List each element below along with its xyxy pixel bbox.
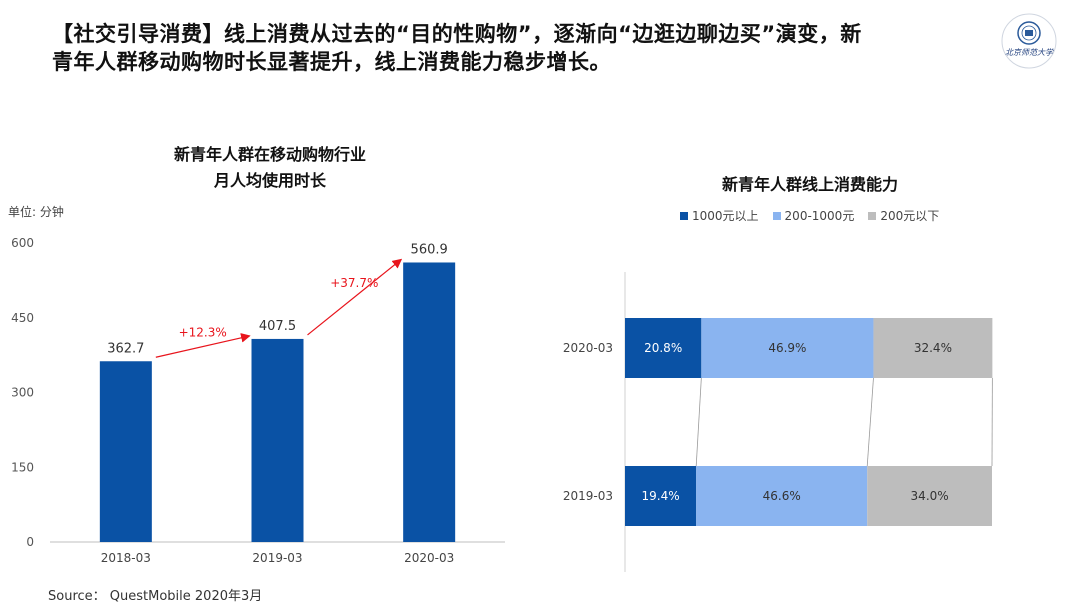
bar-2020-03 bbox=[403, 262, 456, 542]
university-logo: 北京师范大学 bbox=[1000, 12, 1058, 70]
segment-label: 34.0% bbox=[911, 489, 949, 503]
x-tick-label: 2018-03 bbox=[101, 551, 151, 565]
segment-label: 20.8% bbox=[644, 341, 682, 355]
segment-label: 46.6% bbox=[763, 489, 801, 503]
segment-200-1000元-2019-03 bbox=[696, 466, 868, 526]
segment-200元以下-2019-03 bbox=[867, 466, 992, 526]
unit-label: 单位: 分钟 bbox=[8, 205, 64, 219]
legend-item: 200元以下 bbox=[868, 207, 939, 224]
legend-swatch bbox=[868, 211, 877, 220]
bar-value-label: 407.5 bbox=[259, 319, 296, 334]
chart-legend: 1000元以上 200-1000元 200元以下 bbox=[680, 207, 939, 224]
y-tick-label: 150 bbox=[11, 460, 34, 474]
x-tick-label: 2019-03 bbox=[252, 551, 302, 565]
legend-label: 200元以下 bbox=[880, 209, 940, 223]
segment-200-1000元-2020-03 bbox=[701, 318, 874, 378]
legend-swatch bbox=[772, 211, 781, 220]
title-line-2: 青年人群移动购物时长显著提升，线上消费能力稳步增长。 bbox=[52, 50, 611, 74]
growth-arrow bbox=[155, 333, 251, 358]
title-line-1: 【社交引导消费】线上消费从过去的“目的性购物”，逐渐向“边逛边聊边买”演变，新 bbox=[52, 22, 862, 46]
legend-swatch bbox=[680, 211, 688, 220]
right-chart-title: 新青年人群线上消费能力 bbox=[721, 175, 898, 194]
series-connector bbox=[695, 377, 702, 467]
legend-label: 1000元以上 bbox=[692, 209, 759, 223]
segment-label: 46.9% bbox=[768, 341, 806, 355]
bar-value-label: 560.9 bbox=[411, 242, 448, 257]
bar-2018-03 bbox=[99, 361, 152, 542]
legend-item: 200-1000元 bbox=[772, 207, 855, 224]
growth-label: +37.7% bbox=[330, 276, 378, 290]
category-label: 2019-03 bbox=[563, 489, 613, 503]
consumption-stacked-chart: 20.8% 46.9% 32.4% 2020-03 19.4% 46.6% 34.0% 201… bbox=[563, 272, 993, 572]
category-label: 2020-03 bbox=[563, 341, 613, 355]
segment-1000元以上-2020-03 bbox=[625, 318, 702, 378]
left-chart-title-line-1: 新青年人群在移动购物行业 bbox=[173, 145, 366, 164]
growth-arrow bbox=[307, 258, 403, 336]
segment-1000元以上-2019-03 bbox=[625, 466, 697, 526]
left-chart-title-line-2: 月人均使用时长 bbox=[213, 171, 326, 190]
y-tick-label: 600 bbox=[11, 236, 34, 250]
legend-item: 1000元以上 bbox=[680, 207, 759, 224]
page-title: 【社交引导消费】线上消费从过去的“目的性购物”，逐渐向“边逛边聊边买”演变，新 … bbox=[52, 20, 952, 76]
y-tick-label: 300 bbox=[11, 386, 34, 400]
usage-bar-chart: 0 150 300 450 600 362.7 2018-03 407.5 2019-03 560… bbox=[11, 236, 505, 565]
left-chart-title: 新青年人群在移动购物行业 月人均使用时长 bbox=[130, 142, 410, 194]
segment-label: 19.4% bbox=[642, 489, 680, 503]
x-tick-label: 2020-03 bbox=[404, 551, 454, 565]
y-tick-label: 0 bbox=[26, 535, 34, 549]
segment-200元以下-2020-03 bbox=[873, 318, 993, 378]
y-tick-label: 450 bbox=[11, 311, 34, 325]
segment-label: 32.4% bbox=[914, 341, 952, 355]
growth-label: +12.3% bbox=[179, 326, 227, 340]
bar-2019-03 bbox=[251, 338, 304, 542]
source-note: Source： QuestMobile 2020年3月 bbox=[48, 589, 263, 604]
bar-value-label: 362.7 bbox=[107, 341, 144, 356]
logo-text: 北京师范大学 bbox=[1005, 48, 1054, 57]
legend-label: 200-1000元 bbox=[784, 209, 855, 223]
series-connector bbox=[866, 377, 874, 467]
